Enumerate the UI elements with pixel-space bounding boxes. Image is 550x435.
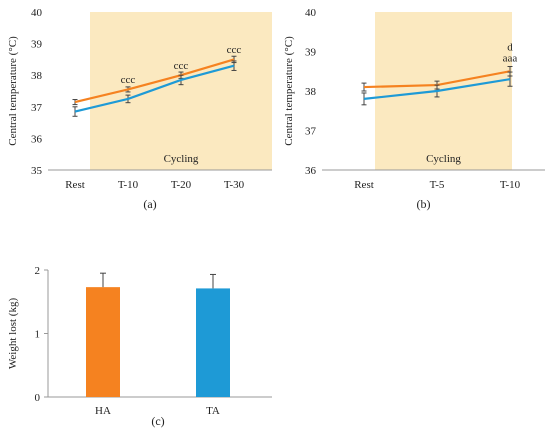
x-tick-label: T-30 [224, 179, 245, 191]
y-tick-label: 37 [31, 102, 43, 114]
x-tick-label: HA [95, 405, 111, 417]
x-tick-label: Rest [354, 179, 374, 191]
significance-annotation: d [507, 41, 513, 53]
panel-label: (b) [417, 197, 431, 211]
y-tick-label: 0 [35, 392, 41, 404]
bar [196, 288, 230, 397]
x-tick-label: T-20 [171, 179, 192, 191]
y-tick-label: 39 [31, 39, 43, 51]
y-tick-label: 38 [305, 86, 317, 98]
y-tick-label: 40 [305, 7, 317, 19]
y-axis-label: Central temperature (°C) [283, 36, 295, 146]
y-tick-label: 37 [305, 126, 317, 138]
x-tick-label: TA [206, 405, 220, 417]
y-tick-label: 36 [305, 165, 317, 177]
significance-annotation: aaa [503, 52, 518, 64]
y-tick-label: 38 [31, 70, 43, 82]
x-tick-label: T-10 [500, 179, 521, 191]
y-axis-label: Weight lost (kg) [7, 298, 19, 370]
x-tick-label: T-10 [118, 179, 139, 191]
chart-panel-a: Cycling 35 36 37 38 39 40 Rest T-10 T-20 T-30 Centr… [7, 7, 272, 211]
series-line [363, 78, 511, 100]
panel-label: (a) [143, 197, 156, 211]
significance-annotation: ccc [174, 60, 189, 72]
significance-annotation: ccc [227, 44, 242, 56]
y-tick-label: 2 [35, 265, 41, 277]
y-tick-label: 36 [31, 133, 43, 145]
series-line [74, 58, 235, 104]
series-line [74, 64, 235, 113]
x-tick-label: Rest [65, 179, 85, 191]
x-tick-label: T-5 [430, 179, 445, 191]
y-tick-label: 39 [305, 47, 317, 59]
chart-panel-c: 0 1 2 Weight lost (kg) HA TA (c) [7, 265, 272, 428]
shaded-region-label: Cycling [426, 153, 461, 165]
y-tick-label: 1 [35, 329, 41, 341]
y-axis-label: Central temperature (°C) [7, 36, 19, 146]
y-tick-label: 40 [31, 7, 43, 19]
chart-panel-b: Cycling 36 37 38 39 40 Rest T-5 T-10 Central temp… [283, 7, 545, 211]
significance-annotation: ccc [121, 74, 136, 86]
bar [86, 287, 120, 397]
panel-label: (c) [151, 414, 164, 428]
shaded-region-label: Cycling [164, 153, 199, 165]
y-tick-label: 35 [31, 165, 43, 177]
